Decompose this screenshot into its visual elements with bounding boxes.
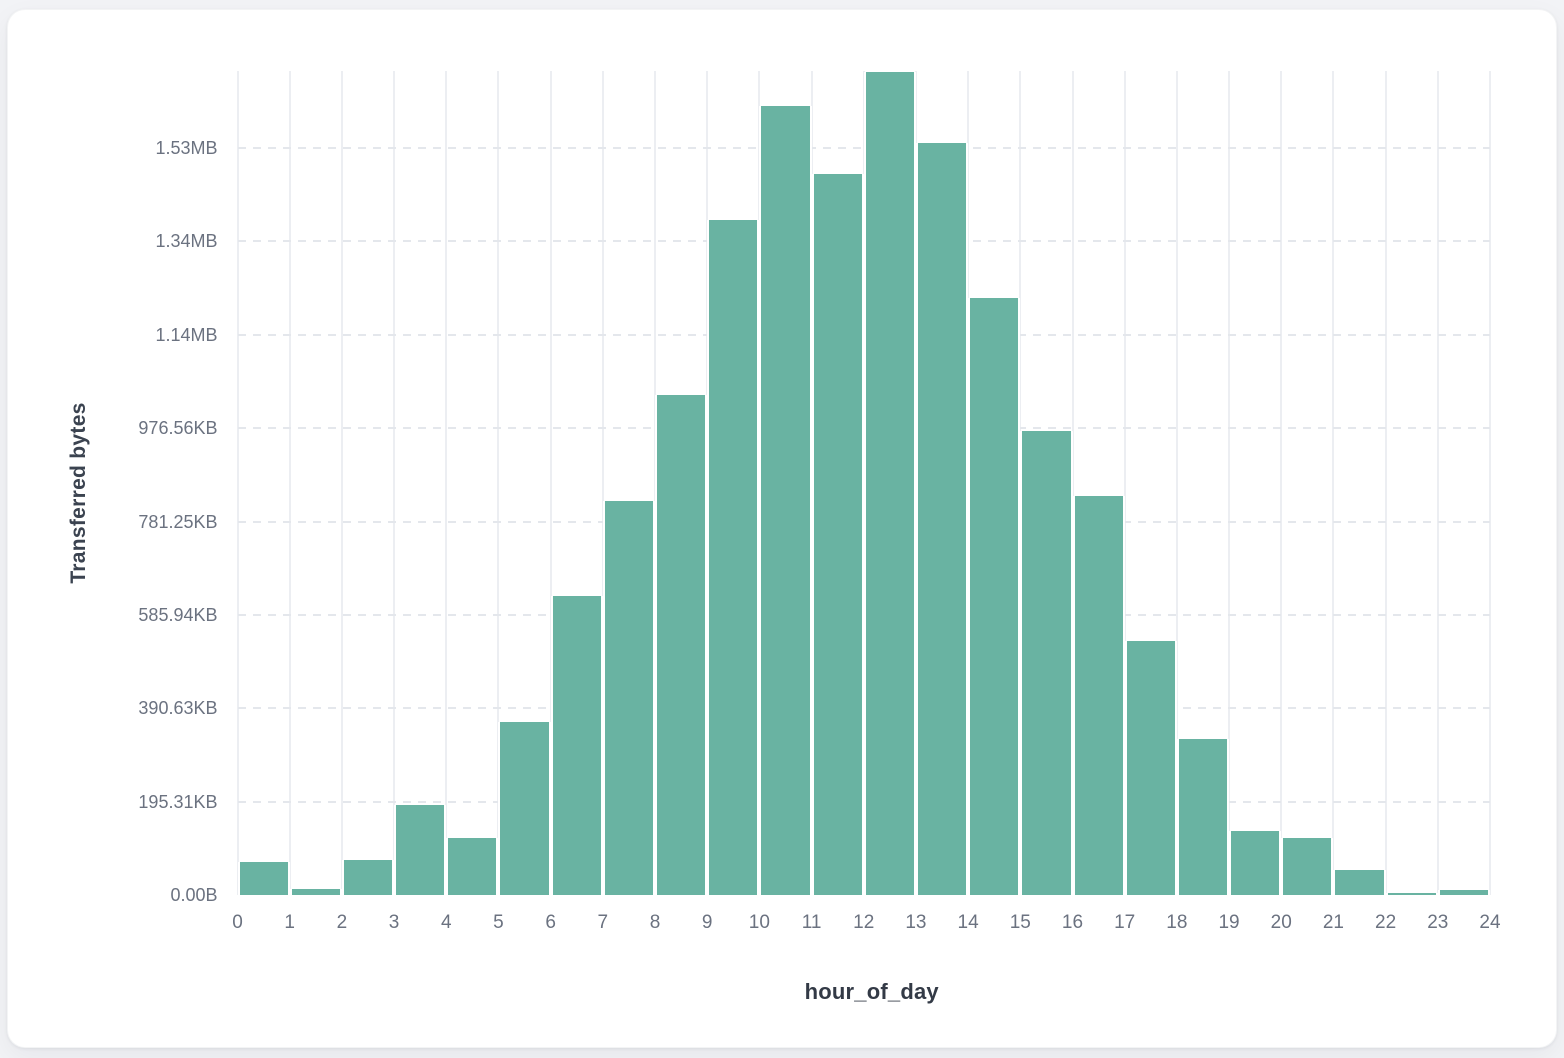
bar-hour-10[interactable] [759,106,812,895]
x-tick-label-13: 13 [905,912,927,933]
bar-hour-8[interactable] [655,395,708,895]
y-tick-label-781.25KB: 781.25KB [138,511,218,532]
x-tick-label-3: 3 [388,912,400,933]
bar-hour-4[interactable] [446,837,499,895]
y-tick-label-1.34MB: 1.34MB [155,231,218,252]
bar-hour-14[interactable] [968,298,1021,895]
bar-hour-22[interactable] [1385,893,1438,895]
x-gridline-19 [1228,71,1231,895]
y-tick-label-976.56KB: 976.56KB [138,418,218,439]
x-tick-label-5: 5 [493,912,504,933]
y-tick-label-1.53MB: 1.53MB [155,138,218,159]
x-tick-label-23: 23 [1427,912,1449,933]
bar-hour-0[interactable] [237,862,290,895]
x-gridline-18 [1175,71,1178,895]
x-tick-label-9: 9 [701,912,713,933]
x-tick-label-12: 12 [853,912,875,933]
x-gridline-2 [340,71,343,895]
x-tick-label-8: 8 [649,912,661,933]
x-tick-label-21: 21 [1322,912,1344,933]
x-tick-label-1: 1 [284,912,295,933]
bar-hour-1[interactable] [289,888,342,895]
x-tick-label-18: 18 [1166,912,1188,933]
bar-hour-6[interactable] [550,595,603,895]
bar-hour-23[interactable] [1437,890,1490,895]
x-tick-label-2: 2 [336,912,348,933]
bar-hour-12[interactable] [863,71,916,895]
x-tick-label-6: 6 [545,912,556,933]
bar-hour-11[interactable] [811,173,864,895]
x-tick-label-17: 17 [1114,912,1136,933]
bar-hour-16[interactable] [1072,495,1125,895]
x-gridline-0 [236,71,239,895]
x-gridline-21 [1332,71,1335,895]
x-tick-label-24: 24 [1479,912,1501,933]
x-tick-label-4: 4 [440,912,452,933]
y-tick-label-390.63KB: 390.63KB [138,698,218,719]
bar-hour-2[interactable] [341,860,395,895]
x-gridline-24 [1489,71,1491,895]
y-tick-label-585.94KB: 585.94KB [138,604,218,625]
x-tick-label-15: 15 [1009,912,1031,933]
x-gridline-20 [1280,71,1283,895]
bar-hour-15[interactable] [1020,431,1073,895]
bar-hour-5[interactable] [498,722,551,895]
bar-hour-3[interactable] [394,804,447,895]
x-gridline-5 [497,71,500,895]
bar-hour-20[interactable] [1281,838,1334,895]
bar-hour-18[interactable] [1176,738,1230,895]
x-gridline-23 [1436,71,1439,895]
x-gridline-7 [601,71,604,895]
x-gridline-1 [288,71,291,895]
bar-hour-9[interactable] [707,220,760,895]
bar-hour-17[interactable] [1124,640,1177,895]
x-gridline-16 [1071,71,1074,895]
x-tick-label-7: 7 [597,912,609,933]
x-gridline-4 [445,71,448,895]
bar-hour-13[interactable] [915,143,969,895]
x-gridline-3 [393,71,396,895]
y-tick-label-1.14MB: 1.14MB [155,324,218,345]
bar-hour-21[interactable] [1333,869,1386,895]
y-tick-label-195.31KB: 195.31KB [138,791,218,812]
histogram-plot-area: 0.00B 195.31KB 390.63KB 585.94KB 781.25KB 976… [138,71,1501,933]
x-tick-label-16: 16 [1061,912,1084,933]
x-tick-label-19: 19 [1218,912,1240,933]
x-axis-title: hour_of_day [804,979,939,1004]
x-tick-label-11: 11 [801,912,822,933]
x-tick-label-20: 20 [1270,912,1292,933]
x-tick-label-14: 14 [957,912,979,933]
bar-hour-7[interactable] [602,500,655,895]
x-tick-label-10: 10 [748,912,770,933]
x-tick-label-0: 0 [232,912,243,933]
x-gridline-22 [1384,71,1387,895]
y-tick-label-0.00B: 0.00B [170,885,218,905]
x-gridline-6 [549,71,552,895]
bar-hour-19[interactable] [1229,831,1282,895]
x-gridline-17 [1123,71,1126,895]
x-tick-label-22: 22 [1375,912,1397,933]
